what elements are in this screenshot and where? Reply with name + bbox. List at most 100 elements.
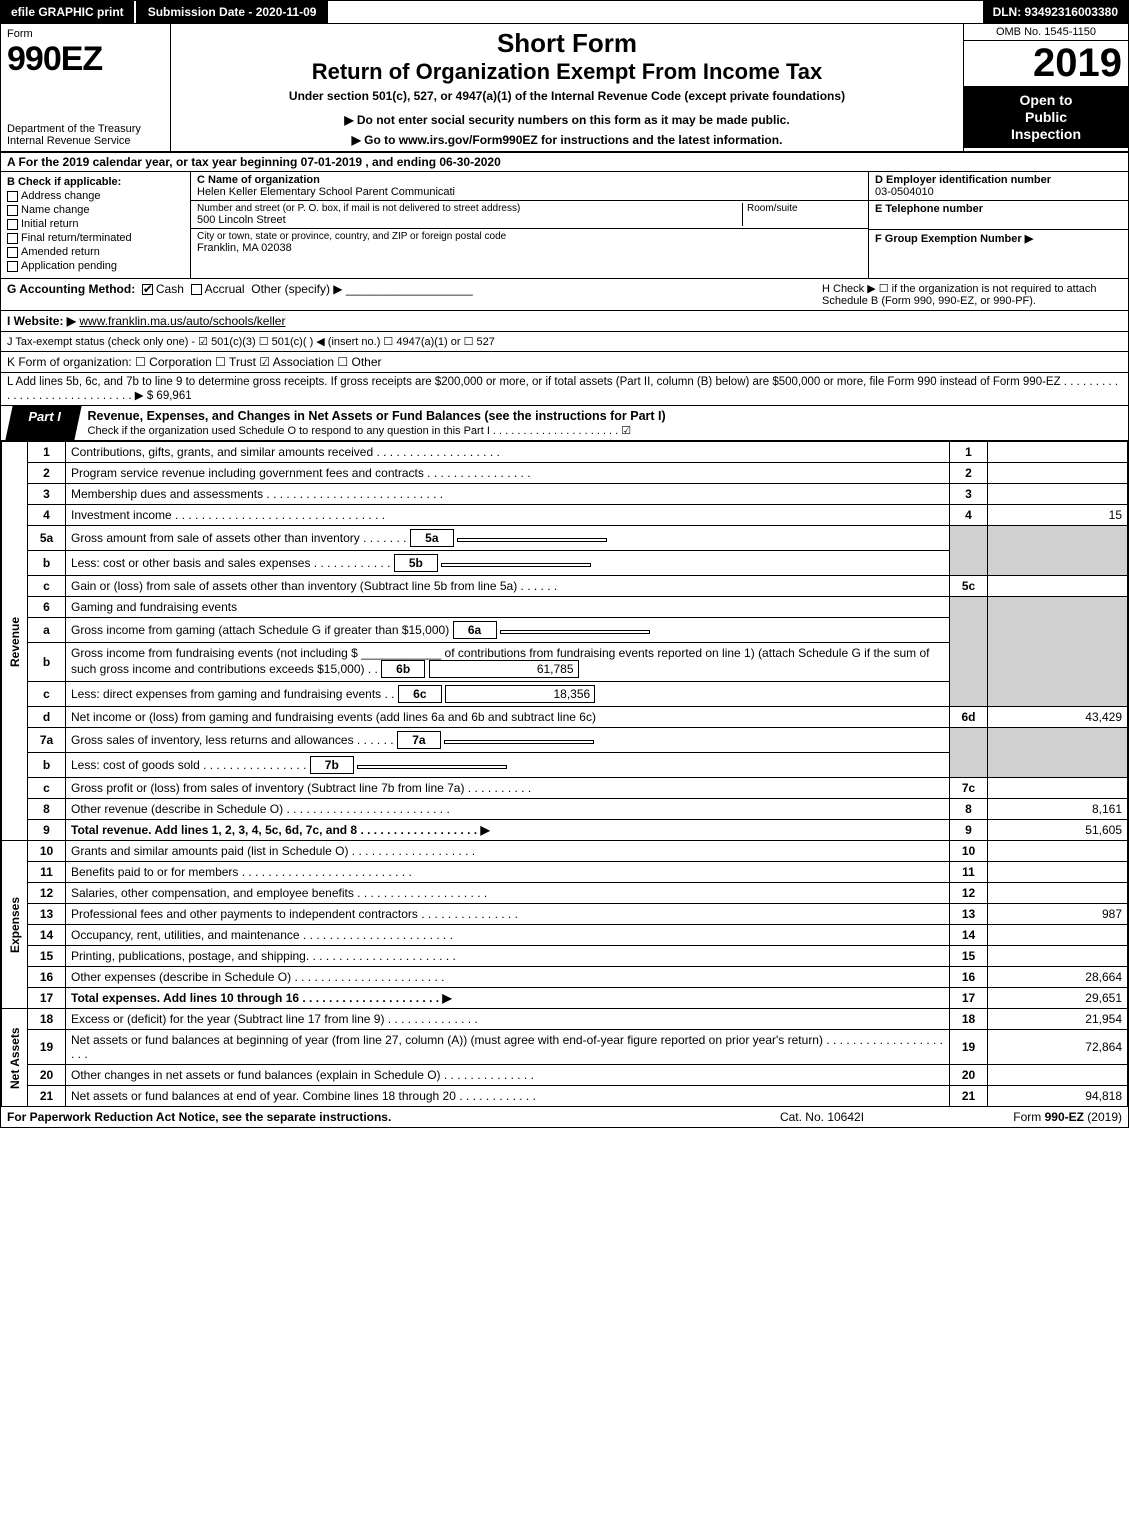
section-b: B Check if applicable: Address change Na… — [1, 172, 191, 278]
form-header: Form 990EZ Department of the Treasury In… — [1, 24, 1128, 153]
city-label: City or town, state or province, country… — [197, 231, 862, 242]
shade-cell — [988, 526, 1128, 576]
page-footer: For Paperwork Reduction Act Notice, see … — [1, 1107, 1128, 1127]
row-rn: 8 — [950, 799, 988, 820]
row-desc: Other revenue (describe in Schedule O) .… — [66, 799, 950, 820]
title-return: Return of Organization Exempt From Incom… — [179, 59, 955, 85]
row-amt — [988, 463, 1128, 484]
row-num: 20 — [28, 1065, 66, 1086]
row-desc: Other changes in net assets or fund bala… — [66, 1065, 950, 1086]
row-desc: Gross amount from sale of assets other t… — [66, 526, 950, 551]
row-desc: Printing, publications, postage, and shi… — [66, 946, 950, 967]
inner-box-val — [500, 630, 650, 634]
row-desc: Gross sales of inventory, less returns a… — [66, 728, 950, 753]
row-num: 17 — [28, 988, 66, 1009]
b-label: B Check if applicable: — [7, 176, 184, 188]
chk-final-return[interactable]: Final return/terminated — [7, 232, 184, 244]
row-rn: 4 — [950, 505, 988, 526]
inner-box-val: 61,785 — [429, 660, 579, 678]
open-to-public: Open to Public Inspection — [964, 86, 1128, 148]
row-num: 14 — [28, 925, 66, 946]
chk-name-change[interactable]: Name change — [7, 204, 184, 216]
row-num: 4 — [28, 505, 66, 526]
row-desc: Gross income from gaming (attach Schedul… — [66, 618, 950, 643]
inner-box-label: 6a — [453, 621, 497, 639]
row-amt: 21,954 — [988, 1009, 1128, 1030]
row-amt: 94,818 — [988, 1086, 1128, 1107]
part-1-header: Part I Revenue, Expenses, and Changes in… — [1, 406, 1128, 441]
row-desc: Less: cost or other basis and sales expe… — [66, 551, 950, 576]
row-desc: Gain or (loss) from sale of assets other… — [66, 576, 950, 597]
row-num: 18 — [28, 1009, 66, 1030]
row-desc: Investment income . . . . . . . . . . . … — [66, 505, 950, 526]
row-num: c — [28, 778, 66, 799]
part-1-check: Check if the organization used Schedule … — [88, 425, 632, 437]
row-amt: 15 — [988, 505, 1128, 526]
row-amt: 28,664 — [988, 967, 1128, 988]
row-rn: 20 — [950, 1065, 988, 1086]
i-label: I Website: ▶ — [7, 314, 76, 328]
row-amt: 72,864 — [988, 1030, 1128, 1065]
chk-initial-return[interactable]: Initial return — [7, 218, 184, 230]
inner-box-label: 5b — [394, 554, 438, 572]
main-table: Revenue 1 Contributions, gifts, grants, … — [1, 441, 1128, 1107]
line-i: I Website: ▶ www.franklin.ma.us/auto/sch… — [1, 311, 1128, 332]
dept-treasury: Department of the Treasury — [7, 123, 164, 135]
goto-link[interactable]: ▶ Go to www.irs.gov/Form990EZ for instru… — [179, 133, 955, 147]
cat-no: Cat. No. 10642I — [722, 1110, 922, 1124]
row-desc: Gross profit or (loss) from sales of inv… — [66, 778, 950, 799]
row-rn: 5c — [950, 576, 988, 597]
inner-box-val — [444, 740, 594, 744]
row-rn: 11 — [950, 862, 988, 883]
chk-cash[interactable] — [142, 284, 153, 295]
row-rn: 3 — [950, 484, 988, 505]
row-desc: Other expenses (describe in Schedule O) … — [66, 967, 950, 988]
row-rn: 10 — [950, 841, 988, 862]
row-num: 10 — [28, 841, 66, 862]
row-num: c — [28, 576, 66, 597]
form-footer: Form 990-EZ (2019) — [922, 1110, 1122, 1124]
row-rn: 19 — [950, 1030, 988, 1065]
room-label: Room/suite — [747, 203, 862, 214]
efile-print-button[interactable]: efile GRAPHIC print — [1, 1, 136, 23]
row-amt — [988, 576, 1128, 597]
row-num: 19 — [28, 1030, 66, 1065]
row-amt — [988, 925, 1128, 946]
row-amt — [988, 484, 1128, 505]
row-rn: 12 — [950, 883, 988, 904]
phone-value — [875, 215, 1122, 227]
ssn-note: ▶ Do not enter social security numbers o… — [179, 113, 955, 127]
row-rn: 17 — [950, 988, 988, 1009]
chk-address-change[interactable]: Address change — [7, 190, 184, 202]
row-num: 3 — [28, 484, 66, 505]
tax-year: 2019 — [964, 41, 1128, 86]
row-num: 7a — [28, 728, 66, 753]
row-num: b — [28, 551, 66, 576]
row-num: 5a — [28, 526, 66, 551]
row-amt: 987 — [988, 904, 1128, 925]
row-desc: Net assets or fund balances at beginning… — [66, 1030, 950, 1065]
row-desc: Occupancy, rent, utilities, and maintena… — [66, 925, 950, 946]
row-amt: 43,429 — [988, 707, 1128, 728]
chk-accrual[interactable] — [191, 284, 202, 295]
address-label: Number and street (or P. O. box, if mail… — [197, 203, 742, 214]
row-num: 8 — [28, 799, 66, 820]
form-page: efile GRAPHIC print Submission Date - 20… — [0, 0, 1129, 1128]
row-amt: 8,161 — [988, 799, 1128, 820]
chk-amended[interactable]: Amended return — [7, 246, 184, 258]
line-j: J Tax-exempt status (check only one) - ☑… — [1, 332, 1128, 352]
part-1-label: Part I — [5, 406, 81, 440]
paperwork-notice: For Paperwork Reduction Act Notice, see … — [7, 1110, 722, 1124]
row-desc: Excess or (deficit) for the year (Subtra… — [66, 1009, 950, 1030]
line-a-tax-year: A For the 2019 calendar year, or tax yea… — [1, 153, 1128, 172]
row-num: 16 — [28, 967, 66, 988]
c-name-label: C Name of organization — [197, 174, 862, 186]
inner-box-val — [441, 563, 591, 567]
chk-app-pending[interactable]: Application pending — [7, 260, 184, 272]
inner-box-label: 7a — [397, 731, 441, 749]
g-label: G Accounting Method: — [7, 282, 135, 296]
website-link[interactable]: www.franklin.ma.us/auto/schools/keller — [79, 314, 285, 328]
row-amt — [988, 946, 1128, 967]
top-bar: efile GRAPHIC print Submission Date - 20… — [1, 1, 1128, 24]
row-amt: 29,651 — [988, 988, 1128, 1009]
